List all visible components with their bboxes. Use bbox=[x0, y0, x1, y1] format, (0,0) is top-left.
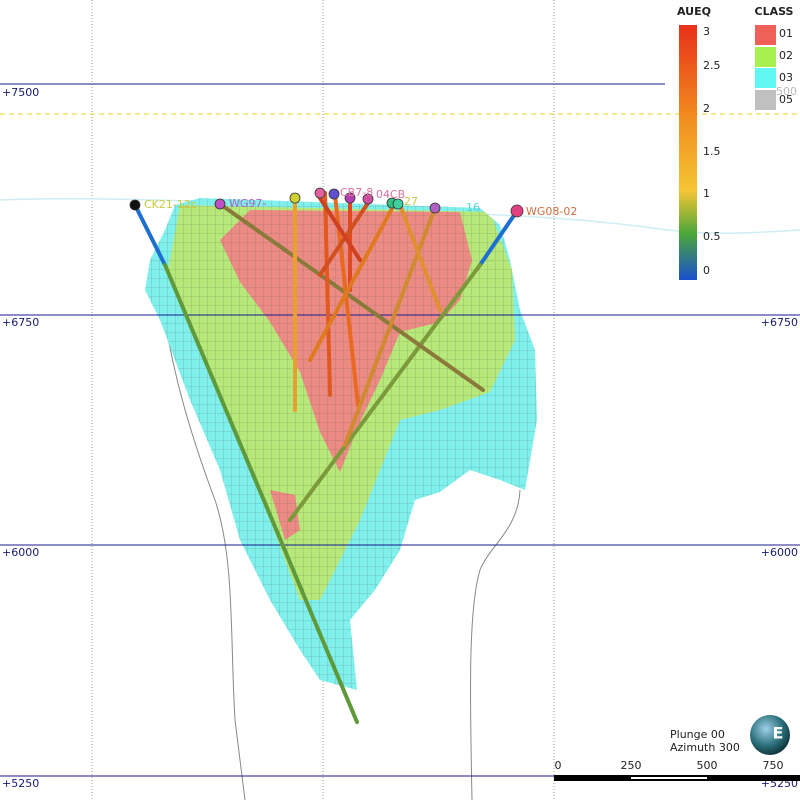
legend-swatch bbox=[755, 90, 776, 110]
drillhole-trace bbox=[316, 193, 362, 262]
scale-label: 500 bbox=[697, 759, 718, 772]
colorbar-label: 1.5 bbox=[703, 145, 721, 158]
drillhole-label: 27 bbox=[404, 195, 418, 208]
elevation-label: +6750 bbox=[761, 316, 798, 329]
drillhole-trace bbox=[163, 263, 359, 724]
drillhole-label: CB7-8 bbox=[340, 186, 373, 199]
elevation-label: +6000 bbox=[2, 546, 39, 559]
colorbar bbox=[679, 25, 697, 280]
collar bbox=[289, 192, 301, 204]
drillhole-label: CK21-12c bbox=[144, 198, 197, 211]
legend-label: 05 bbox=[779, 93, 793, 106]
drillhole-trace bbox=[218, 202, 485, 392]
colorbar-label: 0 bbox=[703, 264, 710, 277]
legend-label: 03 bbox=[779, 71, 793, 84]
colorbar-label: 2 bbox=[703, 102, 710, 115]
compass-globe[interactable] bbox=[750, 715, 790, 755]
elevation-label: +7500 bbox=[2, 86, 39, 99]
drillhole-label: WG08-02 bbox=[526, 205, 577, 218]
plunge-text: Plunge 00 bbox=[670, 728, 725, 741]
collar bbox=[214, 198, 226, 210]
collar bbox=[314, 187, 326, 199]
compass-label: E bbox=[773, 724, 784, 743]
elevation-label: +6000 bbox=[761, 546, 798, 559]
legend-title: CLASS bbox=[755, 5, 794, 18]
elevation-label: +6750 bbox=[2, 316, 39, 329]
legend-swatch bbox=[755, 25, 776, 45]
scale-label: 0 bbox=[555, 759, 562, 772]
collar bbox=[344, 192, 356, 204]
surface-outline bbox=[469, 489, 521, 800]
collars bbox=[129, 187, 524, 218]
collar bbox=[328, 188, 340, 200]
legend-title: AUEQ bbox=[677, 5, 711, 18]
drillhole-label: WG97- bbox=[229, 197, 266, 210]
drillhole-trace bbox=[323, 191, 332, 397]
legend-overlay-text: 500 bbox=[776, 85, 797, 98]
collar bbox=[392, 198, 404, 210]
legend-swatch bbox=[755, 47, 776, 67]
topography bbox=[0, 197, 800, 235]
drillhole-trace bbox=[343, 206, 437, 447]
legend-swatch bbox=[755, 68, 776, 88]
collar bbox=[510, 204, 524, 218]
colorbar-label: 3 bbox=[703, 25, 710, 38]
elevation-label: +5250 bbox=[2, 777, 39, 790]
colorbar-label: 0.5 bbox=[703, 230, 721, 243]
colorbar-label: 1 bbox=[703, 187, 710, 200]
collar bbox=[429, 202, 441, 214]
drillhole-trace bbox=[288, 263, 482, 522]
legend-label: 02 bbox=[779, 49, 793, 62]
surface-outline bbox=[159, 289, 246, 800]
drillhole-trace bbox=[398, 203, 442, 312]
drillhole-trace bbox=[308, 201, 397, 362]
drillhole-trace bbox=[133, 203, 167, 267]
drillhole-trace bbox=[478, 209, 519, 267]
azimuth-text: Azimuth 300 bbox=[670, 741, 740, 754]
collar bbox=[362, 193, 374, 205]
legend-label: 01 bbox=[779, 27, 793, 40]
collar bbox=[129, 199, 141, 211]
scale-bar-segment bbox=[631, 777, 707, 779]
scale-label: 250 bbox=[621, 759, 642, 772]
colorbar-label: 2.5 bbox=[703, 59, 721, 72]
drillhole-label: 04CB bbox=[376, 188, 405, 201]
drillhole-label: 16 bbox=[466, 201, 480, 214]
scale-label: 750 bbox=[763, 759, 784, 772]
drillholes bbox=[133, 191, 519, 724]
